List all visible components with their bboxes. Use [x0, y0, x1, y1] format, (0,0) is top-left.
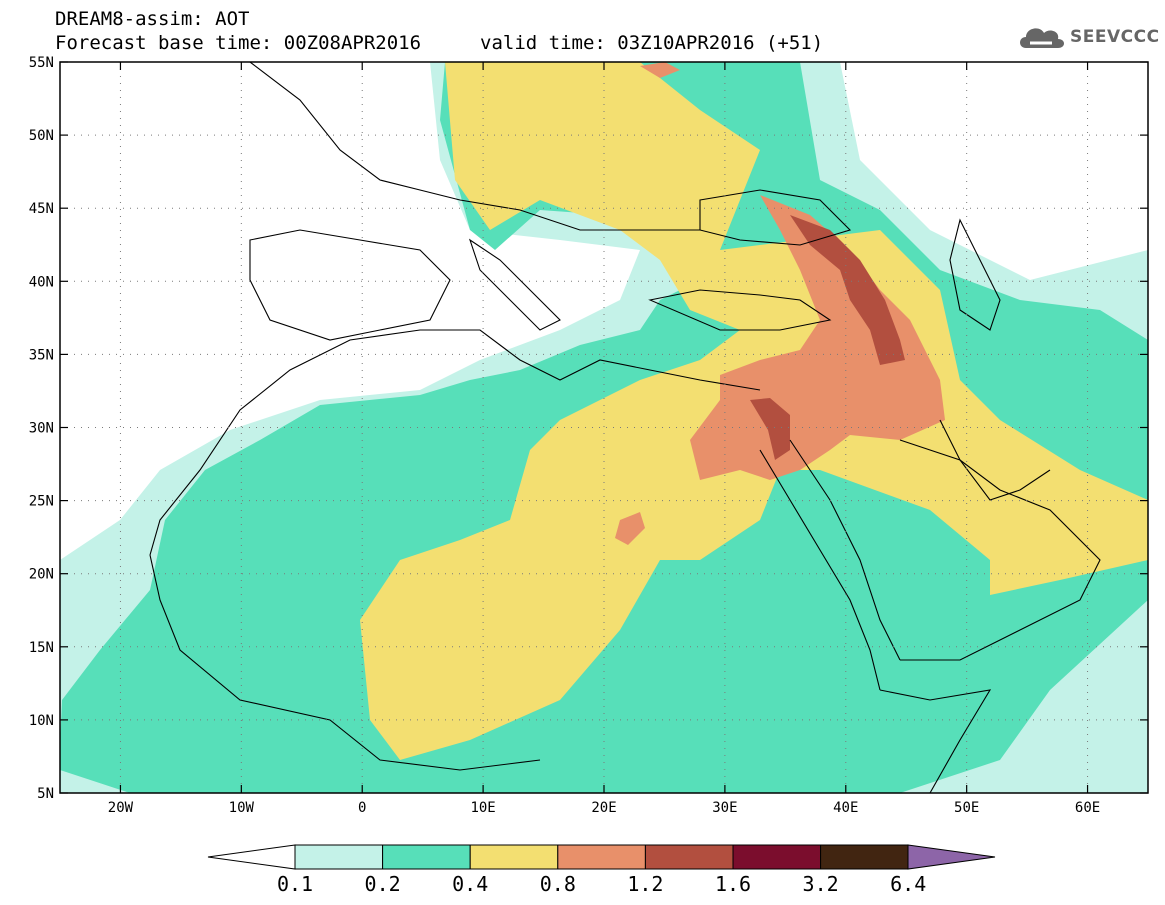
coastline-europe: [249, 62, 700, 231]
valid-time: valid time: 03Z10APR2016 (+51): [480, 32, 824, 54]
lon-label: 50E: [954, 800, 979, 816]
lon-label: 60E: [1075, 800, 1100, 816]
aot-field: [60, 62, 1148, 793]
coastlines: [149, 62, 1101, 793]
lon-label: 20W: [108, 800, 134, 816]
coastline-red-sea-east: [789, 439, 901, 661]
lon-label: 0: [358, 800, 366, 816]
colorbar-label: 0.8: [540, 872, 576, 896]
colorbar-label: 6.4: [890, 872, 926, 896]
seevccc-logo: SEEVCCC: [1016, 22, 1159, 52]
forecast-base-time: Forecast base time: 00Z08APR2016: [55, 32, 422, 54]
lat-label: 15N: [29, 640, 54, 656]
lon-label: 10E: [470, 800, 495, 816]
lat-label: 20N: [29, 567, 54, 583]
colorbar-label: 0.4: [452, 872, 488, 896]
coastline-iberia: [249, 229, 451, 341]
colorbar-cell: [382, 844, 471, 870]
lat-label: 40N: [29, 274, 54, 290]
lat-label: 35N: [29, 347, 54, 363]
lon-label: 40E: [833, 800, 858, 816]
contour-1-2-levant: [750, 398, 790, 460]
coastline-west-africa: [149, 554, 541, 771]
colorbar-cell: [294, 844, 384, 870]
lat-label: 45N: [29, 201, 54, 217]
colorbar-label: 1.2: [627, 872, 663, 896]
colorbar-cells: [294, 844, 909, 870]
graticule: [60, 62, 1148, 793]
logo-text: SEEVCCC: [1070, 27, 1160, 47]
lat-axis-labels: 55N 50N 45N 40N 35N 30N 25N 20N 15N 10N 5N: [29, 55, 54, 802]
lat-label: 30N: [29, 421, 54, 437]
colorbar-cell: [820, 844, 909, 870]
coastline-arabia: [899, 439, 1101, 661]
lat-label: 50N: [29, 128, 54, 144]
coastline-black-sea: [699, 189, 852, 246]
colorbar-cell: [469, 844, 559, 870]
coastline-caspian: [949, 218, 1001, 331]
colorbar-label: 0.2: [365, 872, 401, 896]
lat-label: 5N: [37, 786, 54, 802]
lat-label: 55N: [29, 55, 54, 71]
colorbar-cell: [732, 844, 822, 870]
lon-label: 20E: [591, 800, 616, 816]
lat-label: 25N: [29, 494, 54, 510]
colorbar-label: 0.1: [277, 872, 313, 896]
lat-label: 10N: [29, 713, 54, 729]
contour-0-8: [690, 195, 945, 480]
lon-label: 30E: [712, 800, 737, 816]
contour-0-8-north: [640, 62, 680, 78]
coastline-north-africa: [149, 329, 761, 556]
lon-axis-labels: 20W 10W 0 10E 20E 30E 40E 50E 60E: [108, 800, 1100, 816]
colorbar-cell: [644, 844, 734, 870]
coastline-italy: [468, 238, 561, 331]
lon-label: 10W: [229, 800, 255, 816]
colorbar-label: 3.2: [803, 872, 839, 896]
colorbar-cell: [557, 844, 646, 870]
cloud-icon: [1020, 28, 1064, 48]
map-title: DREAM8-assim: AOT: [55, 8, 250, 30]
coastline-red-sea: [759, 449, 881, 691]
contour-1-2: [790, 215, 905, 365]
colorbar-high-extend: [907, 844, 996, 870]
colorbar-label: 1.6: [715, 872, 751, 896]
contour-0-8-small: [615, 512, 645, 545]
colorbar-labels: 0.1 0.2 0.4 0.8 1.2 1.6 3.2 6.4: [277, 872, 926, 896]
coastline-turkey: [648, 289, 832, 331]
header: DREAM8-assim: AOT Forecast base time: 00…: [55, 6, 935, 58]
axis-ticks: [60, 61, 1148, 794]
coastline-horn: [879, 689, 992, 793]
coastline-gulf: [939, 419, 1051, 501]
colorbar-low-extend: [207, 844, 296, 870]
